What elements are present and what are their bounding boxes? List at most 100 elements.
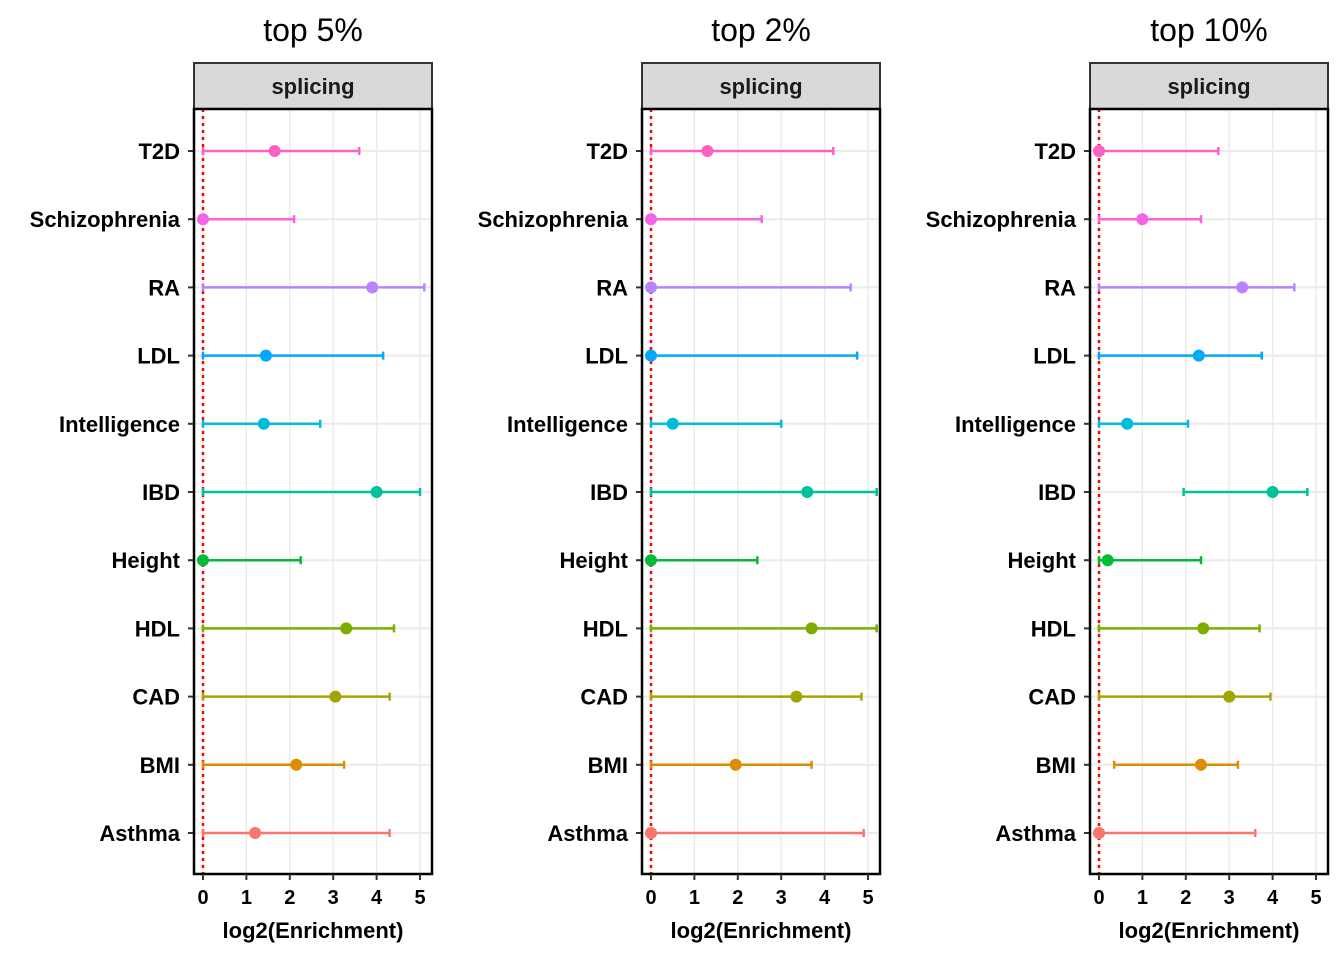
facet-strip-label: splicing: [271, 74, 354, 99]
y-tick-label: Asthma: [547, 821, 628, 846]
y-tick-label: CAD: [1028, 685, 1076, 710]
y-tick-label: Height: [112, 548, 181, 573]
point-bmi: [729, 758, 742, 771]
point-t2d: [701, 145, 714, 157]
point-ibd: [801, 486, 814, 498]
panel-border: [1088, 107, 1330, 876]
y-tick-label: Schizophrenia: [926, 207, 1077, 232]
y-tick-label: IBD: [590, 480, 628, 505]
point-hdl: [805, 622, 818, 635]
y-tick-label: BMI: [140, 753, 180, 778]
panel-title: top 5%: [263, 12, 363, 48]
y-tick-label: HDL: [135, 616, 180, 641]
point-ibd: [1266, 486, 1279, 498]
y-tick-label: LDL: [1033, 344, 1076, 369]
point-intelligence: [666, 417, 679, 430]
y-tick-label: BMI: [1036, 753, 1076, 778]
y-tick-label: Schizophrenia: [478, 207, 629, 232]
facet-strip-label: splicing: [719, 74, 802, 99]
y-tick-label: RA: [1044, 275, 1076, 300]
x-tick-label: 4: [371, 887, 383, 909]
y-tick-label: Intelligence: [955, 412, 1076, 437]
x-axis-label: log2(Enrichment): [1119, 918, 1300, 943]
y-tick-label: CAD: [580, 685, 628, 710]
point-height: [197, 554, 209, 567]
x-tick-label: 5: [1310, 887, 1321, 909]
y-tick-label: IBD: [1038, 480, 1076, 505]
x-tick-label: 1: [1137, 887, 1148, 909]
point-schizophrenia: [197, 213, 209, 226]
y-tick-label: IBD: [142, 480, 180, 505]
point-ldl: [1192, 349, 1205, 362]
x-tick-label: 4: [1267, 887, 1279, 909]
x-tick-label: 5: [862, 887, 873, 909]
point-hdl: [340, 622, 353, 635]
point-t2d: [268, 145, 281, 157]
x-tick-label: 3: [1224, 887, 1235, 909]
x-tick-label: 1: [241, 887, 252, 909]
y-tick-label: Height: [1008, 548, 1077, 573]
point-ra: [1236, 281, 1249, 294]
panel-title: top 10%: [1150, 12, 1267, 48]
point-height: [1101, 554, 1114, 567]
panel-border: [640, 107, 882, 876]
point-schizophrenia: [1136, 213, 1149, 226]
y-tick-label: Height: [560, 548, 629, 573]
y-tick-label: BMI: [588, 753, 628, 778]
panel-3: top 10% splicing T2D Schizophrenia RA LDL Inte…: [926, 12, 1330, 943]
y-tick-label: Intelligence: [59, 412, 180, 437]
facet-strip: [641, 62, 881, 110]
y-tick-label: Schizophrenia: [30, 207, 181, 232]
point-ra: [645, 281, 657, 294]
x-tick-label: 0: [197, 887, 208, 909]
point-cad: [1223, 690, 1236, 703]
x-tick-label: 0: [1093, 887, 1104, 909]
y-tick-label: CAD: [132, 685, 180, 710]
x-axis-label: log2(Enrichment): [223, 918, 404, 943]
y-tick-label: T2D: [1034, 139, 1076, 164]
point-asthma: [249, 827, 262, 839]
y-tick-label: HDL: [583, 616, 628, 641]
y-tick-label: RA: [596, 275, 628, 300]
y-tick-label: Intelligence: [507, 412, 628, 437]
point-intelligence: [257, 417, 270, 430]
panel-2: top 2% splicing T2D Schizophrenia RA LDL Intel…: [478, 12, 882, 943]
facet-strip-label: splicing: [1167, 74, 1250, 99]
point-schizophrenia: [645, 213, 657, 226]
y-tick-label: LDL: [585, 344, 628, 369]
y-tick-label: HDL: [1031, 616, 1076, 641]
point-bmi: [1194, 758, 1207, 771]
x-tick-label: 4: [819, 887, 831, 909]
y-tick-label: RA: [148, 275, 180, 300]
point-height: [645, 554, 657, 567]
panel-border: [192, 107, 434, 876]
point-cad: [790, 690, 803, 703]
point-ibd: [370, 486, 383, 498]
x-tick-label: 2: [284, 887, 295, 909]
point-t2d: [1093, 145, 1105, 157]
point-ldl: [645, 349, 657, 362]
y-tick-label: Asthma: [995, 821, 1076, 846]
x-tick-label: 0: [645, 887, 656, 909]
facet-strip: [1089, 62, 1329, 110]
y-tick-label: T2D: [138, 139, 180, 164]
x-tick-label: 3: [328, 887, 339, 909]
x-tick-label: 1: [689, 887, 700, 909]
point-ra: [366, 281, 379, 294]
point-asthma: [1093, 827, 1105, 839]
facet-strip: [193, 62, 433, 110]
y-tick-label: Asthma: [99, 821, 180, 846]
x-tick-label: 3: [776, 887, 787, 909]
y-tick-label: LDL: [137, 344, 180, 369]
point-asthma: [645, 827, 657, 839]
point-ldl: [259, 349, 272, 362]
panel-title: top 2%: [711, 12, 811, 48]
point-hdl: [1197, 622, 1210, 635]
x-tick-label: 5: [414, 887, 425, 909]
panel-1: top 5% splicing T2D Schizophrenia RA LDL Intel…: [30, 12, 434, 943]
point-bmi: [290, 758, 303, 771]
point-cad: [329, 690, 342, 703]
point-intelligence: [1121, 417, 1134, 430]
x-tick-label: 2: [732, 887, 743, 909]
